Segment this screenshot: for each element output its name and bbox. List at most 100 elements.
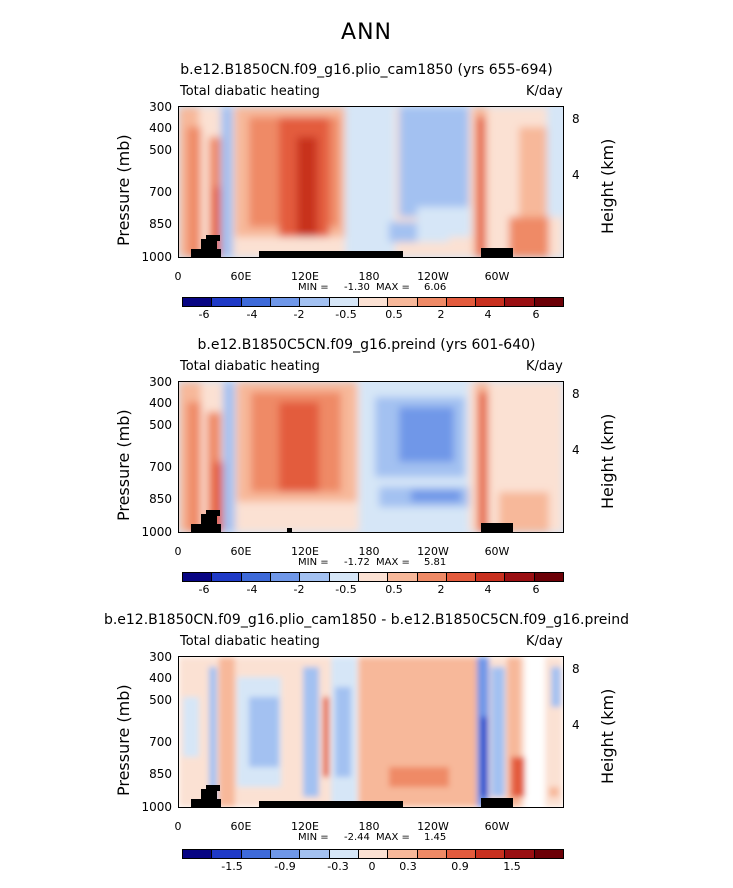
panel-2-ytick: 1000: [141, 525, 172, 539]
panel-3-y2tick: 4: [572, 718, 580, 732]
colorbar-swatch: [328, 850, 358, 858]
panel-1-xtick: 120E: [291, 270, 319, 283]
panel-2-colorbar: [182, 572, 564, 582]
panel-2-colorbar-label: 6: [532, 583, 540, 596]
panel-2-colorbar-label: 4: [484, 583, 492, 596]
panel-1-right-label: K/day: [526, 84, 563, 99]
panel-3-xtick: 180: [358, 820, 380, 833]
panel-2-terrain-africa: [191, 524, 221, 532]
panel-2-colorbar-label: -2: [293, 583, 305, 596]
panel-1-terrain-pacific: [259, 251, 403, 257]
panel-3-terrain-pacific: [259, 801, 403, 807]
panel-3-max-label: MAX =: [376, 832, 410, 843]
panel-1-colorbar: [182, 297, 564, 307]
colorbar-swatch: [269, 573, 300, 581]
panel-3-right-label: K/day: [526, 634, 563, 649]
panel-3-ylabel: Pressure (mb): [114, 684, 133, 796]
colorbar-swatch: [475, 850, 505, 858]
panel-3-xtick: 120W: [417, 820, 449, 833]
panel-3-y2tick: 8: [572, 662, 580, 676]
panel-3-colorbar: [182, 849, 564, 859]
colorbar-swatch: [416, 573, 446, 581]
panel-1-terrain-africa-peak: [206, 235, 220, 241]
panel-3-min-value: -2.44: [344, 832, 370, 843]
colorbar-swatch: [387, 573, 417, 581]
colorbar-swatch: [504, 298, 534, 306]
panel-2-min-value: -1.72: [344, 557, 370, 568]
panel-2-right-label: K/day: [526, 359, 563, 374]
colorbar-swatch: [269, 850, 300, 858]
panel-3-field: [179, 657, 563, 807]
colorbar-swatch: [211, 573, 241, 581]
colorbar-swatch: [533, 850, 564, 858]
panel-1-ytick: 700: [149, 185, 172, 199]
colorbar-swatch: [328, 573, 358, 581]
panel-3-xtick: 60E: [230, 820, 252, 833]
panel-2-xtick: 60W: [484, 545, 510, 558]
panel-3-xtick: 0: [174, 820, 182, 833]
colorbar-swatch: [445, 573, 476, 581]
panel-2-y2tick: 8: [572, 387, 580, 401]
panel-1-max-value: 6.06: [424, 282, 447, 293]
colorbar-swatch: [211, 298, 241, 306]
colorbar-swatch: [299, 298, 329, 306]
panel-3-colorbar-label: 0.9: [451, 860, 469, 873]
panel-2-heatmap: [178, 381, 564, 533]
panel-1-xtick: 0: [174, 270, 182, 283]
panel-1-terrain-andes: [481, 248, 513, 257]
panel-1-y2label: Height (km): [598, 138, 617, 234]
panel-1-colorbar-label: 0.5: [385, 308, 403, 321]
colorbar-swatch: [240, 850, 270, 858]
panel-1-min-value: -1.30: [344, 282, 370, 293]
panel-1-field: [179, 107, 563, 257]
panel-1-colorbar-label: 2: [437, 308, 445, 321]
panel-1-terrain-africa-high: [201, 239, 217, 251]
panel-2-colorbar-label: 0.5: [385, 583, 403, 596]
panel-2-field: [179, 382, 563, 532]
panel-2-y2label: Height (km): [598, 413, 617, 509]
panel-3-colorbar-label: 0: [368, 860, 376, 873]
panel-2-ytick: 500: [149, 418, 172, 432]
panel-2-ytick: 400: [149, 396, 172, 410]
panel-2-xtick: 120W: [417, 545, 449, 558]
panel-3-terrain-africa-peak: [206, 785, 220, 791]
panel-1-ytick: 400: [149, 121, 172, 135]
panel-3-ytick: 700: [149, 735, 172, 749]
colorbar-swatch: [183, 298, 212, 306]
colorbar-swatch: [357, 850, 388, 858]
panel-2-ytick: 300: [149, 375, 172, 389]
colorbar-swatch: [445, 850, 476, 858]
colorbar-swatch: [357, 298, 388, 306]
panel-2-terrain-africa-high: [201, 514, 217, 526]
panel-3-colorbar-label: 0.3: [399, 860, 417, 873]
panel-2-min-label: MIN =: [298, 557, 329, 568]
colorbar-swatch: [475, 298, 505, 306]
panel-2-colorbar-label: -4: [246, 583, 258, 596]
panel-1-y2tick: 8: [572, 112, 580, 126]
colorbar-swatch: [269, 298, 300, 306]
panel-3-colorbar-label: -0.3: [327, 860, 349, 873]
panel-1-terrain-africa: [191, 249, 221, 257]
panel-1-xtick: 180: [358, 270, 380, 283]
panel-1-ytick: 850: [149, 217, 172, 231]
panel-1-xtick: 60E: [230, 270, 252, 283]
panel-1-left-label: Total diabatic heating: [180, 84, 320, 99]
panel-3-ytick: 850: [149, 767, 172, 781]
colorbar-swatch: [445, 298, 476, 306]
panel-2-max-label: MAX =: [376, 557, 410, 568]
panel-3-ytick: 500: [149, 693, 172, 707]
colorbar-swatch: [299, 573, 329, 581]
panel-2-xtick: 180: [358, 545, 380, 558]
panel-3-heatmap: [178, 656, 564, 808]
panel-3-xtick: 120E: [291, 820, 319, 833]
panel-3-max-value: 1.45: [424, 832, 447, 843]
colorbar-swatch: [299, 850, 329, 858]
panel-2-y2tick: 4: [572, 443, 580, 457]
panel-3-title: b.e12.B1850CN.f09_g16.plio_cam1850 - b.e…: [103, 612, 630, 628]
panel-2-xtick: 60E: [230, 545, 252, 558]
figure-title: ANN: [341, 20, 392, 45]
panel-1-min-label: MIN =: [298, 282, 329, 293]
panel-1-y2tick: 4: [572, 168, 580, 182]
panel-3-min-label: MIN =: [298, 832, 329, 843]
panel-3-left-label: Total diabatic heating: [180, 634, 320, 649]
